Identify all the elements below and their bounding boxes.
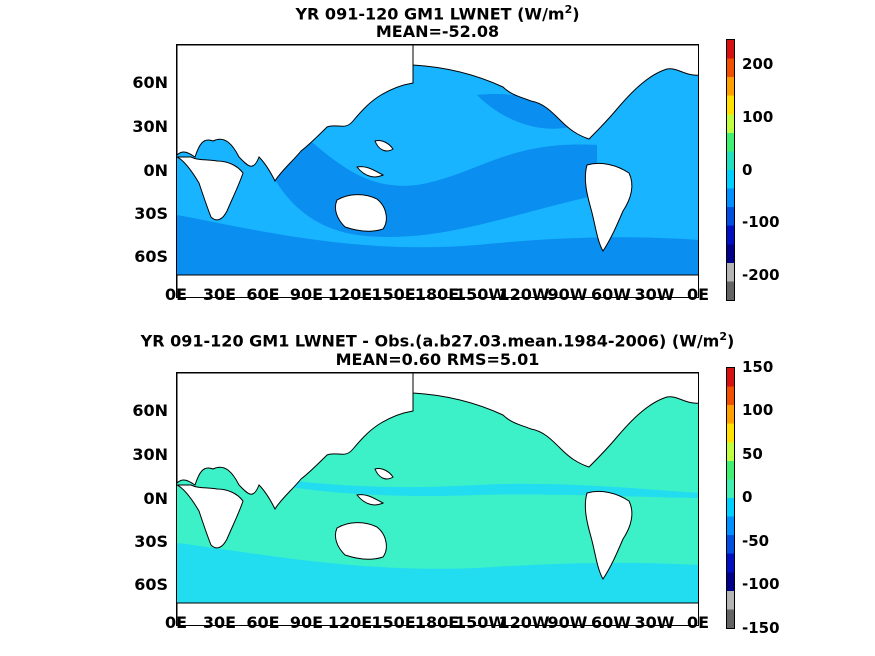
- lon-label: 30W: [634, 285, 675, 304]
- lon-label: 60W: [591, 285, 631, 304]
- lon-label: 120E: [327, 613, 373, 632]
- lon-label: 90W: [547, 613, 588, 632]
- lat-label: 30N: [132, 117, 168, 136]
- lon-label: 90W: [547, 285, 588, 304]
- panel-2-map: [176, 372, 699, 626]
- colorbar-label: -100: [742, 213, 780, 231]
- colorbar-label: 200: [742, 55, 774, 73]
- lat-label: 30S: [134, 204, 168, 223]
- colorbar-label: 0: [742, 161, 753, 179]
- lat-label: 0N: [143, 161, 168, 180]
- lon-label: 30W: [634, 613, 675, 632]
- panel-1-title: YR 091-120 GM1 LWNET (W/m2): [295, 3, 580, 24]
- lat-label: 60N: [132, 401, 168, 420]
- lon-label: 60E: [246, 613, 280, 632]
- panel-1-subtitle: MEAN=-52.08: [375, 22, 500, 41]
- colorbar-label: 50: [742, 445, 763, 463]
- panel-1-map: [176, 44, 699, 298]
- panel-1-colorbar: [726, 39, 735, 301]
- lon-label: 150E: [371, 613, 416, 632]
- lat-label: 30N: [132, 445, 168, 464]
- colorbar-label: -50: [742, 532, 770, 550]
- colorbar-label: 150: [742, 358, 774, 376]
- land-masses-1: [177, 45, 698, 297]
- colorbar-label: -100: [742, 575, 780, 593]
- colorbar-label: 0: [742, 488, 753, 506]
- lon-label: 0E: [164, 285, 188, 304]
- land-masses-2: [177, 373, 698, 625]
- lon-label: 150W: [454, 285, 507, 304]
- lon-label: 60E: [246, 285, 280, 304]
- lon-label: 180E: [414, 613, 460, 632]
- panel-2-subtitle: MEAN=0.60 RMS=5.01: [335, 350, 540, 369]
- panel-2-colorbar: [726, 367, 735, 629]
- panel-2-title: YR 091-120 GM1 LWNET - Obs.(a.b27.03.mea…: [140, 330, 735, 351]
- lon-label: 90E: [289, 613, 324, 632]
- lat-label: 60S: [134, 575, 168, 594]
- lon-label: 120W: [498, 285, 550, 304]
- colorbar-label: -150: [742, 619, 780, 637]
- lon-label: 180E: [414, 285, 460, 304]
- lon-label: 0E: [686, 285, 710, 304]
- lon-label: 30E: [202, 285, 237, 304]
- lon-label: 150E: [371, 285, 416, 304]
- lon-label: 150W: [454, 613, 507, 632]
- lon-label: 0E: [686, 613, 710, 632]
- lon-label: 90E: [289, 285, 324, 304]
- colorbar-label: -200: [742, 266, 780, 284]
- lon-label: 0E: [164, 613, 188, 632]
- lon-label: 120W: [498, 613, 550, 632]
- lat-label: 30S: [134, 532, 168, 551]
- colorbar-label: 100: [742, 108, 774, 126]
- colorbar-label: 100: [742, 401, 774, 419]
- lat-label: 0N: [143, 489, 168, 508]
- lon-label: 60W: [591, 613, 631, 632]
- lon-label: 30E: [202, 613, 237, 632]
- lat-label: 60N: [132, 73, 168, 92]
- lat-label: 60S: [134, 247, 168, 266]
- lon-label: 120E: [327, 285, 373, 304]
